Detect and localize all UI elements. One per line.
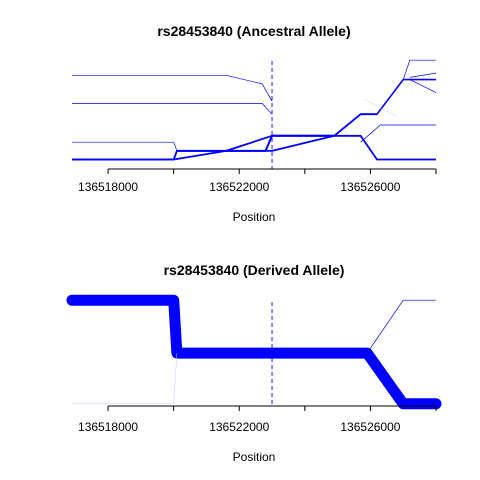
series-line-ancestral-12 bbox=[363, 98, 397, 117]
x-tick-label-derived-1: 136518000 bbox=[78, 420, 138, 434]
series-line-ancestral-4 bbox=[72, 141, 178, 152]
series-line-derived-3 bbox=[72, 353, 178, 405]
x-tick-label-ancestral-1: 136518000 bbox=[78, 180, 138, 194]
x-tick-label-derived-3: 136522000 bbox=[209, 420, 269, 434]
series-line-ancestral-11 bbox=[360, 124, 436, 143]
series-line-ancestral-9 bbox=[409, 72, 437, 78]
series-line-ancestral-1 bbox=[72, 134, 436, 161]
series-line-derived-1 bbox=[66, 294, 442, 410]
series-line-ancestral-5 bbox=[72, 103, 273, 115]
x-tick-label-ancestral-5: 136526000 bbox=[340, 180, 400, 194]
x-axis-derived: 136518000 136522000 136526000 bbox=[78, 405, 437, 434]
series-line-ancestral-8 bbox=[402, 59, 436, 80]
series-line-ancestral-10 bbox=[409, 79, 437, 93]
derived-allele-panel: rs28453840 (Derived Allele) 136518000 136… bbox=[66, 262, 442, 464]
ancestral-allele-panel: rs28453840 (Ancestral Allele) 136518000 1… bbox=[72, 23, 437, 224]
x-tick-label-derived-5: 136526000 bbox=[340, 420, 400, 434]
x-axis-label-derived: Position bbox=[233, 450, 276, 464]
x-tick-label-ancestral-3: 136522000 bbox=[209, 180, 269, 194]
x-axis-label-ancestral: Position bbox=[233, 210, 276, 224]
plot-area-derived bbox=[66, 294, 442, 410]
plot-area-ancestral bbox=[72, 59, 437, 169]
series-line-ancestral-7 bbox=[333, 78, 436, 137]
series-line-derived-2 bbox=[366, 299, 436, 354]
series-line-ancestral-6 bbox=[72, 74, 273, 102]
chart-title-ancestral: rs28453840 (Ancestral Allele) bbox=[157, 23, 350, 39]
x-axis-ancestral: 136518000 136522000 136526000 bbox=[78, 168, 437, 194]
chart-title-derived: rs28453840 (Derived Allele) bbox=[164, 262, 345, 278]
series-line-ancestral-3 bbox=[176, 134, 335, 152]
